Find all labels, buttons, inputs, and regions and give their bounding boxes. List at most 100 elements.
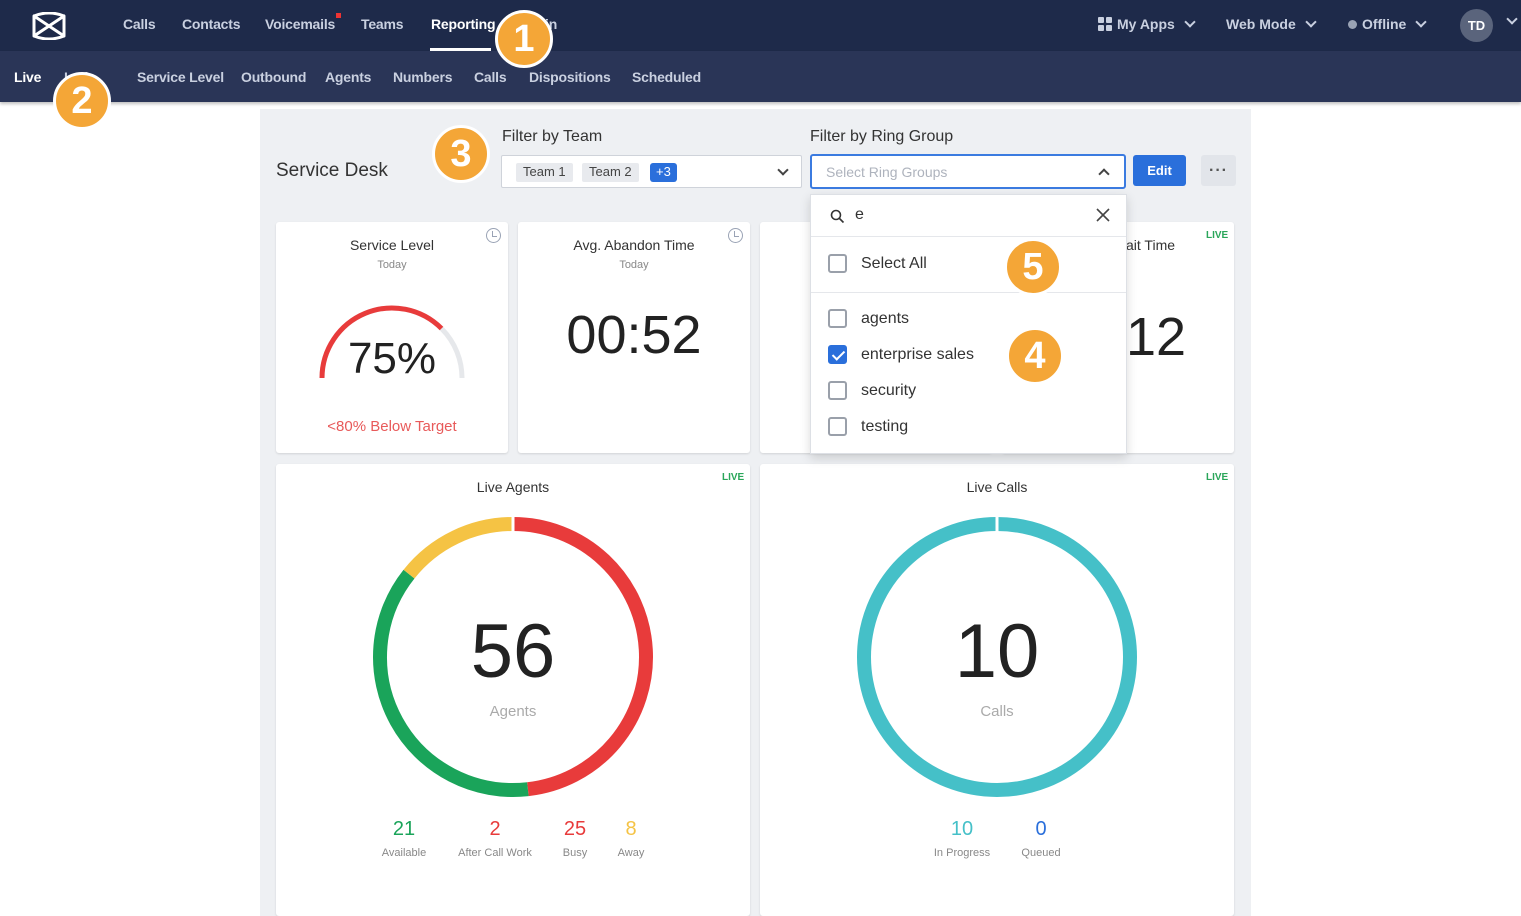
chevron-down-icon <box>777 164 789 176</box>
avatar-chevron-down-icon[interactable] <box>1506 13 1518 25</box>
stat-value: 10 <box>950 818 974 840</box>
divider <box>811 292 1126 293</box>
team-more-count-badge: +3 <box>650 163 677 182</box>
active-tab-indicator <box>430 48 491 51</box>
subnav-outbound[interactable]: Outbound <box>241 69 307 85</box>
web-mode-menu[interactable]: Web Mode <box>1226 16 1317 32</box>
stat-label: Queued <box>1021 847 1061 859</box>
service-level-gauge <box>319 305 465 379</box>
my-apps-label: My Apps <box>1117 16 1175 32</box>
stat-value: 21 <box>392 818 416 840</box>
status-menu[interactable]: Offline <box>1348 16 1428 32</box>
available-segment <box>373 569 529 797</box>
status-dot-icon <box>1348 19 1357 29</box>
option-label: Select All <box>861 254 927 272</box>
stat-value: 25 <box>563 818 587 840</box>
live-calls-value: 10 <box>954 609 1040 694</box>
option-label: enterprise sales <box>861 345 974 363</box>
callout-badge-5: 5 <box>1004 238 1062 296</box>
stat-value: 0 <box>1035 818 1047 840</box>
team-filter-select[interactable]: Team 1 Team 2 +3 <box>501 155 802 188</box>
checkbox[interactable] <box>828 381 847 400</box>
stat-label: Busy <box>562 847 588 859</box>
status-label: Offline <box>1362 16 1407 32</box>
subnav-service-level[interactable]: Service Level <box>137 69 224 85</box>
team-chip: Team 2 <box>582 163 639 182</box>
ring-group-filter-select[interactable]: Select Ring Groups <box>810 154 1126 189</box>
select-all-option[interactable]: Select All <box>828 254 927 273</box>
callout-badge-1: 1 <box>495 10 553 68</box>
abandon-time-value: 00:52 <box>566 305 702 365</box>
card-title: Live Calls <box>966 479 1028 495</box>
nav-teams[interactable]: Teams <box>361 16 404 32</box>
stat-in-progress: 10 In Progress <box>917 818 1007 859</box>
top-navigation-bar: Calls Contacts Voicemails Teams Reportin… <box>0 0 1521 51</box>
nav-contacts[interactable]: Contacts <box>182 16 241 32</box>
below-target-text: <80% Below Target <box>327 418 457 435</box>
subnav-agents[interactable]: Agents <box>325 69 372 85</box>
live-agents-unit: Agents <box>489 703 537 720</box>
checkbox[interactable] <box>828 254 847 273</box>
subnav-numbers[interactable]: Numbers <box>393 69 453 85</box>
app-logo-icon[interactable] <box>30 12 68 40</box>
chevron-down-icon <box>1184 16 1196 28</box>
stat-after-call-work: 2 After Call Work <box>450 818 540 859</box>
stat-value: 2 <box>489 818 501 840</box>
chevron-down-icon <box>1415 16 1428 28</box>
clear-search-icon[interactable] <box>1096 208 1110 222</box>
card-subtitle: Today <box>619 259 649 271</box>
stat-label: After Call Work <box>458 847 532 859</box>
busy-segment <box>512 517 653 797</box>
live-tag: LIVE <box>1206 472 1229 483</box>
chevron-down-icon <box>1305 16 1317 28</box>
clock-icon[interactable] <box>728 228 743 243</box>
ring-group-search[interactable]: e <box>811 195 1126 237</box>
stat-value: 8 <box>625 818 637 840</box>
stat-away: 8 Away <box>586 818 676 859</box>
nav-reporting[interactable]: Reporting <box>431 16 496 32</box>
subnav-calls[interactable]: Calls <box>474 69 507 85</box>
option-testing[interactable]: testing <box>828 417 908 436</box>
nav-voicemails[interactable]: Voicemails <box>265 16 336 32</box>
option-enterprise-sales[interactable]: enterprise sales <box>828 345 974 364</box>
callout-badge-3: 3 <box>432 125 490 183</box>
callout-badge-4: 4 <box>1006 327 1064 385</box>
service-level-card: Service Level Today 75% <80% Below Targe… <box>276 222 508 453</box>
stat-label: Away <box>617 847 645 859</box>
clock-icon[interactable] <box>486 228 501 243</box>
callout-badge-2: 2 <box>53 72 111 130</box>
checkbox[interactable] <box>828 417 847 436</box>
nav-calls[interactable]: Calls <box>123 16 156 32</box>
stat-label: Available <box>381 847 427 859</box>
card-title: Service Level <box>349 237 435 253</box>
subnav-scheduled[interactable]: Scheduled <box>632 69 701 85</box>
voicemail-notification-dot <box>336 13 341 18</box>
edit-button[interactable]: Edit <box>1133 155 1186 186</box>
team-chip: Team 1 <box>516 163 573 182</box>
live-tag: LIVE <box>1206 230 1229 241</box>
checkbox-checked[interactable] <box>828 345 847 364</box>
chevron-up-icon <box>1098 168 1110 180</box>
ring-group-dropdown: e Select All agents enterprise sales sec… <box>810 194 1127 454</box>
option-agents[interactable]: agents <box>828 309 909 328</box>
search-input-value[interactable]: e <box>855 206 864 223</box>
my-apps-menu[interactable]: My Apps <box>1098 16 1196 32</box>
more-options-button[interactable]: ··· <box>1201 155 1236 186</box>
stat-busy: 25 Busy <box>530 818 620 859</box>
option-label: agents <box>861 309 910 327</box>
option-security[interactable]: security <box>828 381 916 400</box>
subnav-live[interactable]: Live <box>14 69 42 85</box>
away-segment <box>403 517 514 579</box>
user-avatar[interactable]: TD <box>1460 9 1493 42</box>
subnav-dispositions[interactable]: Dispositions <box>529 69 611 85</box>
live-agents-card: Live Agents LIVE 56 Agents 21 Available … <box>276 464 750 916</box>
card-subtitle: Today <box>377 259 407 271</box>
checkbox[interactable] <box>828 309 847 328</box>
card-title: Avg. Abandon Time <box>573 237 695 253</box>
live-calls-unit: Calls <box>980 703 1014 720</box>
search-icon <box>830 209 845 224</box>
live-calls-card: Live Calls LIVE 10 Calls 10 In Progress … <box>760 464 1234 916</box>
live-calls-donut <box>857 516 1137 797</box>
live-tag: LIVE <box>722 472 745 483</box>
web-mode-label: Web Mode <box>1226 16 1296 32</box>
